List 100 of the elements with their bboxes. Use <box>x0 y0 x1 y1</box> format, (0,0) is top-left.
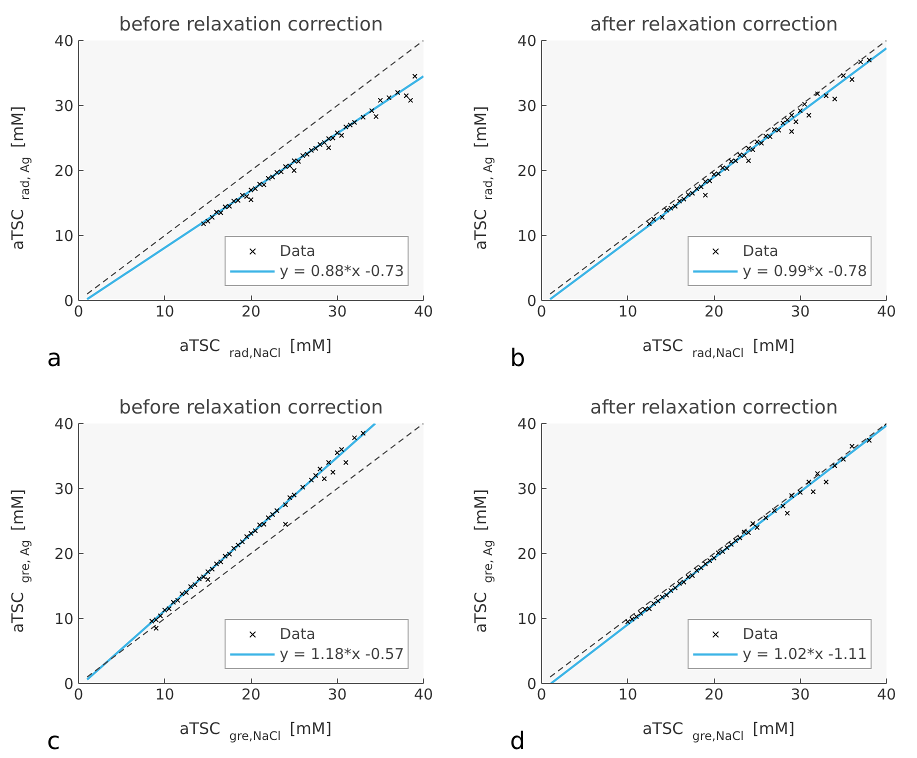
y-tick-label: 40 <box>54 415 74 433</box>
text: d <box>510 726 526 757</box>
x-tick-label: 30 <box>790 686 810 704</box>
point <box>676 580 682 586</box>
point <box>226 552 232 557</box>
point <box>404 93 409 98</box>
x-axis-title: aTSC $_{gre,NaCl}$ [mM] <box>178 718 333 745</box>
point <box>789 112 794 118</box>
point <box>793 119 799 124</box>
point <box>832 96 838 102</box>
point <box>274 508 280 514</box>
y-tick-label: 20 <box>54 162 74 180</box>
point <box>304 152 310 157</box>
point <box>352 120 358 126</box>
point <box>300 484 306 490</box>
y-tick-label: 20 <box>517 545 537 563</box>
point <box>200 574 206 580</box>
point <box>655 598 661 604</box>
point <box>698 184 704 190</box>
point <box>767 134 773 140</box>
point <box>240 539 245 544</box>
legend-label: Data <box>742 242 778 260</box>
legend-label: Data <box>280 242 316 260</box>
point <box>824 93 829 98</box>
point <box>732 538 738 544</box>
legend-label: y = 1.02*x -1.11 <box>742 645 867 663</box>
point <box>317 142 323 148</box>
x-tick-label: 10 <box>618 686 638 704</box>
point <box>858 59 864 65</box>
point <box>360 430 366 436</box>
point <box>629 616 635 622</box>
point <box>326 145 332 150</box>
point <box>798 490 803 496</box>
point <box>698 565 704 570</box>
point <box>248 187 254 193</box>
point <box>179 591 185 596</box>
point <box>369 108 374 114</box>
y-tick-label: 30 <box>517 480 537 498</box>
point <box>780 120 786 126</box>
point <box>282 502 288 508</box>
x-tick-label: 40 <box>414 686 434 704</box>
chart-title: before relaxation correction <box>119 396 384 418</box>
point <box>200 221 206 226</box>
point <box>373 114 379 120</box>
point <box>849 76 855 82</box>
y-tick-label: 10 <box>54 610 74 628</box>
x-axis-title: aTSC $_{rad,NaCl}$ [mM] <box>641 335 796 362</box>
x-tick-label: 30 <box>328 686 347 704</box>
point <box>690 572 696 578</box>
legend-label: y = 1.18*x -0.57 <box>280 645 404 663</box>
point <box>266 515 271 520</box>
y-tick-label: 10 <box>517 227 537 245</box>
y-tick-label: 30 <box>54 97 74 115</box>
point <box>386 95 392 100</box>
text: a <box>47 343 62 374</box>
point <box>789 493 794 498</box>
point <box>231 546 236 551</box>
point <box>317 466 323 472</box>
x-tick-label: 10 <box>155 302 174 320</box>
point <box>806 479 812 485</box>
point <box>412 74 418 79</box>
point <box>296 158 302 164</box>
x-tick-label: 20 <box>241 686 261 704</box>
x-axis-title: aTSC $_{rad,NaCl}$ [mM] <box>178 335 333 362</box>
point <box>724 545 730 550</box>
point <box>322 476 327 482</box>
y-tick-label: 40 <box>517 32 537 50</box>
point <box>378 98 383 103</box>
point <box>313 472 318 478</box>
point <box>866 57 872 63</box>
point <box>235 198 241 204</box>
point <box>244 534 250 540</box>
point <box>334 450 340 456</box>
y-tick-label: 40 <box>517 415 537 433</box>
chart-title: after relaxation correction <box>590 396 838 418</box>
point <box>784 117 790 122</box>
y-tick-label: 10 <box>517 610 537 628</box>
legend-label: y = 0.88*x -0.73 <box>280 262 404 280</box>
point <box>330 470 336 475</box>
point <box>724 166 730 172</box>
point <box>308 477 314 483</box>
point <box>866 438 872 444</box>
point <box>408 98 414 103</box>
point <box>758 140 764 146</box>
point <box>840 456 846 462</box>
point <box>711 555 717 561</box>
point <box>330 135 336 141</box>
point <box>638 610 644 616</box>
point <box>210 214 215 220</box>
point <box>732 158 738 164</box>
x-axis-title: aTSC $_{gre,NaCl}$ [mM] <box>641 718 796 745</box>
point <box>248 530 254 536</box>
point <box>728 542 734 548</box>
x-tick-label: 30 <box>790 302 810 320</box>
legend-label: Data <box>742 625 778 643</box>
point <box>789 128 794 134</box>
y-tick-label: 20 <box>54 545 74 563</box>
point <box>772 508 777 514</box>
point <box>395 90 400 96</box>
legend-label: Data <box>280 625 316 643</box>
